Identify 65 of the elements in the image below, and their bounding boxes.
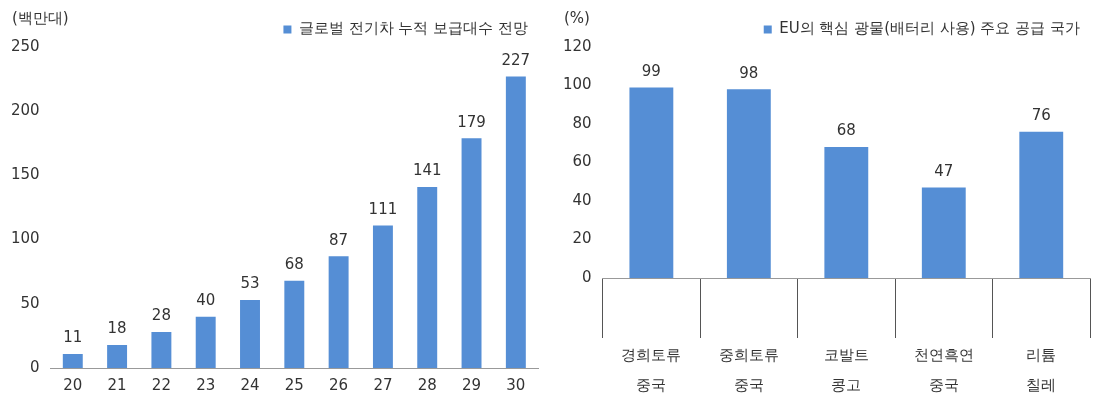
y-tick-label: 0 [582, 267, 592, 286]
bar [240, 299, 260, 368]
data-label: 111 [368, 199, 398, 218]
data-label: 68 [284, 255, 304, 274]
y-tick-label: 50 [20, 293, 40, 312]
data-label: 40 [196, 291, 216, 310]
x-tick-label: 24 [240, 375, 260, 394]
bar [461, 138, 482, 368]
y-tick-label: 0 [30, 357, 40, 376]
x-tick-label: 리튬 칠레 [1026, 345, 1057, 394]
data-label: 18 [107, 319, 127, 338]
y-tick-label: 60 [572, 152, 592, 171]
x-tick-label: 30 [506, 375, 526, 394]
x-tick-label: 천연흑연 중국 [913, 345, 974, 394]
y-tick-label: 20 [572, 229, 592, 248]
bar [372, 225, 393, 368]
y-tick-label: 80 [572, 113, 592, 132]
y-tick-label: 100 [10, 229, 40, 248]
x-tick-label: 27 [373, 375, 393, 394]
bar [328, 256, 349, 368]
x-tick-label: 코발트 콩고 [823, 345, 869, 394]
data-label: 87 [329, 230, 349, 249]
data-label: 99 [641, 61, 661, 80]
bar [921, 187, 966, 278]
bar [1019, 131, 1064, 278]
y-tick-label: 40 [572, 190, 592, 209]
x-tick-label: 26 [329, 375, 349, 394]
bar [107, 344, 128, 368]
data-label: 47 [934, 161, 954, 180]
bar [824, 147, 869, 278]
bar [417, 186, 438, 368]
bar [505, 76, 526, 368]
y-tick-label: 100 [562, 75, 592, 94]
x-tick-label: 경희토류 중국 [621, 345, 682, 394]
legend-label: EU의 핵심 광물(배터리 사용) 주요 공급 국가 [779, 19, 1081, 38]
bar [726, 89, 771, 278]
x-tick-label: 20 [63, 375, 83, 394]
x-tick-label: 21 [107, 375, 127, 394]
y-axis-title: (백만대) [12, 9, 69, 28]
bar [195, 316, 216, 368]
bar [629, 87, 674, 278]
x-tick-label: 22 [151, 375, 171, 394]
bar [62, 353, 83, 368]
data-label: 68 [836, 121, 856, 140]
data-label: 98 [739, 63, 759, 82]
x-tick-label: 29 [461, 375, 482, 394]
bar [284, 280, 305, 368]
data-label: 76 [1031, 106, 1051, 125]
legend-label: 글로벌 전기차 누적 보급대수 전망 [298, 19, 529, 38]
data-label: 141 [412, 161, 442, 180]
data-label: 53 [240, 274, 260, 293]
y-axis-title: (%) [564, 9, 590, 28]
data-label: 11 [63, 328, 83, 347]
x-tick-label: 28 [417, 375, 437, 394]
data-label: 179 [457, 112, 486, 131]
y-tick-label: 250 [10, 36, 40, 55]
data-label: 227 [501, 50, 531, 69]
x-tick-label: 25 [284, 375, 304, 394]
data-label: 28 [151, 306, 171, 325]
y-tick-label: 200 [10, 101, 40, 120]
bar [151, 332, 172, 368]
y-tick-label: 120 [562, 36, 592, 55]
x-tick-label: 중희토류 중국 [718, 345, 779, 394]
y-tick-label: 150 [10, 165, 40, 184]
x-tick-label: 23 [196, 375, 216, 394]
